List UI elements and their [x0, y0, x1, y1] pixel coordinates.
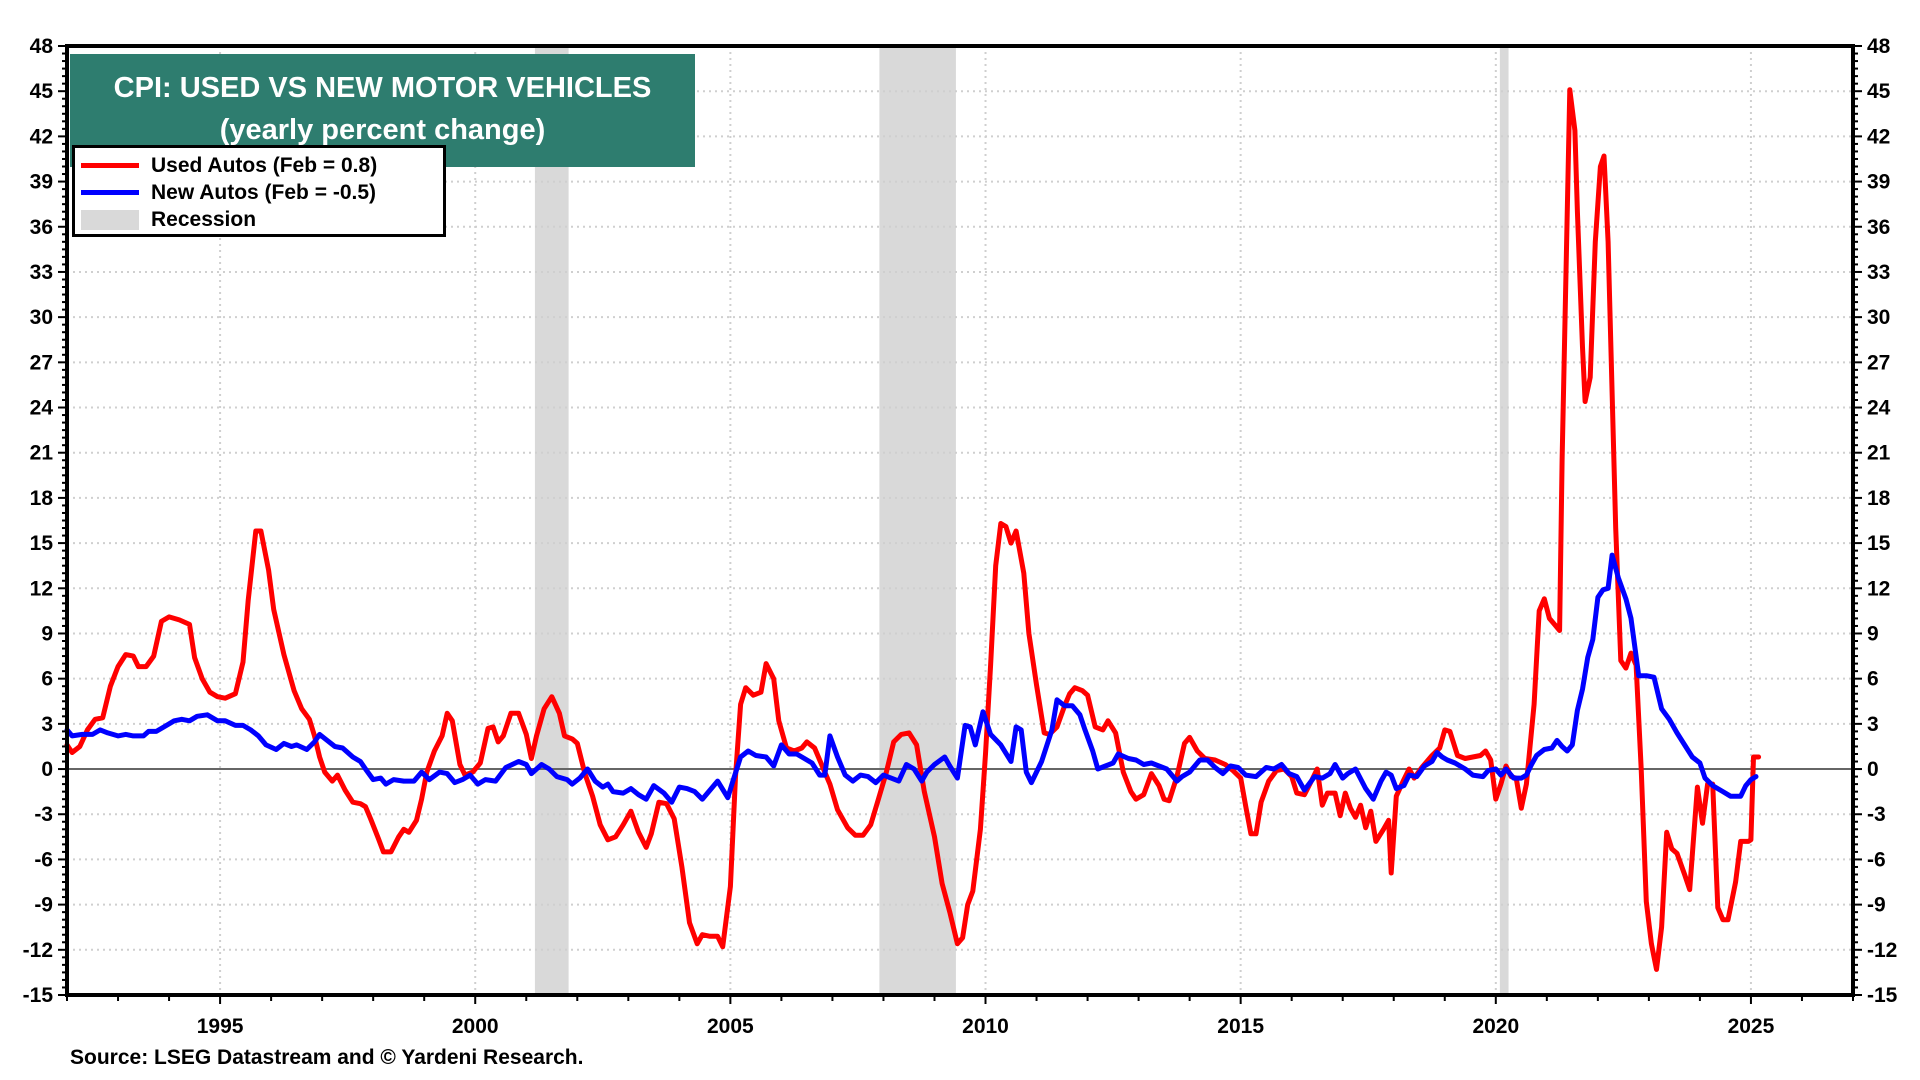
- chart-title: CPI: USED VS NEW MOTOR VEHICLES: [113, 72, 652, 104]
- y-tick-label-left: 9: [41, 622, 53, 645]
- y-tick-label-right: 30: [1867, 306, 1890, 329]
- recession-swatch: [81, 209, 139, 230]
- y-tick-label-right: 21: [1867, 442, 1891, 465]
- y-axis-right-labels: -15-12-9-6-30369121518212427303336394245…: [1867, 35, 1898, 1007]
- y-tick-label-right: 0: [1867, 758, 1879, 781]
- y-tick-label-left: 12: [30, 577, 53, 600]
- y-tick-label-left: -6: [34, 848, 53, 871]
- used-autos-swatch: [81, 163, 139, 168]
- y-tick-label-right: 33: [1867, 261, 1890, 284]
- x-tick-label: 2010: [962, 1015, 1009, 1038]
- y-tick-label-left: 33: [30, 261, 53, 284]
- legend-label-new: New Autos (Feb = -0.5): [151, 180, 377, 204]
- y-tick-label-right: -12: [1867, 939, 1897, 962]
- y-tick-label-left: 45: [30, 80, 54, 103]
- y-tick-label-right: -15: [1867, 984, 1898, 1007]
- x-tick-label: 1995: [197, 1015, 244, 1038]
- legend-item-used: Used Autos (Feb = 0.8): [81, 152, 443, 179]
- y-tick-label-left: 39: [30, 171, 53, 194]
- y-tick-label-right: -6: [1867, 848, 1886, 871]
- y-tick-label-left: 15: [30, 532, 54, 555]
- y-tick-label-left: 0: [41, 758, 53, 781]
- x-axis-labels: 1995 2000 2005 2010 2015 2020 2025: [197, 1015, 1775, 1038]
- y-tick-label-right: 24: [1867, 397, 1891, 420]
- y-tick-label-right: -3: [1867, 803, 1886, 826]
- y-tick-label-right: -9: [1867, 894, 1886, 917]
- y-tick-label-right: 9: [1867, 622, 1879, 645]
- y-tick-label-left: 18: [30, 487, 54, 510]
- y-tick-label-right: 45: [1867, 80, 1891, 103]
- recession-layer: [534, 46, 1509, 995]
- y-tick-label-left: 21: [30, 442, 54, 465]
- legend-label-used: Used Autos (Feb = 0.8): [151, 153, 378, 177]
- y-tick-label-right: 42: [1867, 125, 1890, 148]
- y-tick-label-left: 24: [30, 397, 54, 420]
- y-tick-label-right: 36: [1867, 216, 1890, 239]
- chart-subtitle: (yearly percent change): [219, 114, 546, 146]
- y-tick-label-left: 30: [30, 306, 53, 329]
- x-tick-label: 2015: [1217, 1015, 1264, 1038]
- y-tick-label-right: 12: [1867, 577, 1890, 600]
- y-tick-label-left: 6: [41, 668, 53, 691]
- series-layer: [64, 87, 1762, 972]
- y-tick-label-right: 15: [1867, 532, 1891, 555]
- legend-label-recession: Recession: [151, 207, 257, 231]
- x-tick-label: 2020: [1472, 1015, 1519, 1038]
- y-tick-label-left: 42: [30, 125, 53, 148]
- axis-layer: [58, 44, 1862, 1004]
- x-tick-label: 2000: [452, 1015, 499, 1038]
- legend-item-new: New Autos (Feb = -0.5): [81, 179, 443, 206]
- y-tick-label-left: 48: [30, 35, 54, 58]
- y-tick-label-left: -3: [34, 803, 53, 826]
- y-tick-label-left: 36: [30, 216, 53, 239]
- new-autos-swatch: [81, 190, 139, 195]
- recession-band: [534, 46, 569, 995]
- new-autos-line: [64, 552, 1759, 805]
- recession-band: [1499, 46, 1509, 995]
- y-tick-label-right: 39: [1867, 171, 1890, 194]
- y-tick-label-left: 27: [30, 351, 53, 374]
- y-tick-label-right: 6: [1867, 668, 1879, 691]
- y-tick-label-right: 48: [1867, 35, 1891, 58]
- y-tick-label-left: -15: [23, 984, 54, 1007]
- legend-item-recession: Recession: [81, 206, 443, 233]
- y-tick-label-left: -12: [23, 939, 53, 962]
- y-tick-label-right: 3: [1867, 713, 1879, 736]
- x-tick-label: 2005: [707, 1015, 754, 1038]
- y-tick-label-left: 3: [41, 713, 53, 736]
- used-autos-line: [64, 87, 1762, 972]
- y-tick-label-right: 18: [1867, 487, 1891, 510]
- source-note: Source: LSEG Datastream and © Yardeni Re…: [70, 1046, 584, 1069]
- x-tick-label: 2025: [1728, 1015, 1775, 1038]
- recession-band: [879, 46, 956, 995]
- y-axis-left-labels: -15-12-9-6-30369121518212427303336394245…: [23, 35, 54, 1007]
- grid-layer: [67, 46, 1853, 995]
- y-tick-label-left: -9: [34, 894, 53, 917]
- y-tick-label-right: 27: [1867, 351, 1890, 374]
- legend: Used Autos (Feb = 0.8) New Autos (Feb = …: [72, 145, 446, 237]
